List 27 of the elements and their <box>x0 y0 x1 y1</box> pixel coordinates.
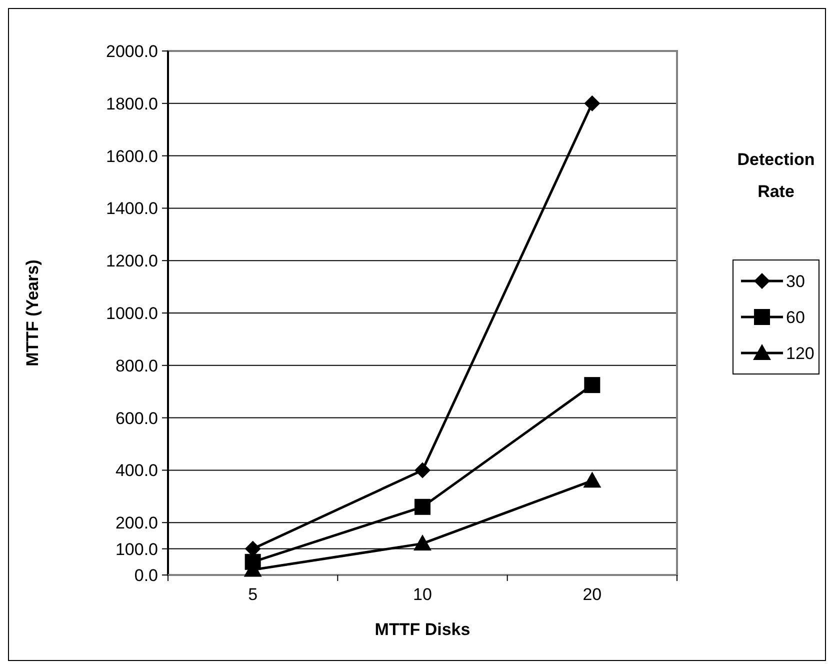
point <box>583 472 602 488</box>
x-tick-label: 10 <box>413 585 432 604</box>
y-tick-label: 200.0 <box>115 514 158 533</box>
x-tick-label: 20 <box>582 585 602 604</box>
y-tick-label: 600.0 <box>115 408 158 428</box>
x-tick-label: 5 <box>248 585 258 604</box>
y-tick-label: 800.0 <box>115 356 158 376</box>
y-tick-label: 0.0 <box>134 566 158 585</box>
legend-label: 60 <box>786 308 805 327</box>
point <box>414 498 430 515</box>
y-tick-label: 1000.0 <box>106 304 158 323</box>
y-tick-label: 1800.0 <box>106 94 158 114</box>
y-tick-label: 1400.0 <box>106 199 158 218</box>
point <box>584 95 600 112</box>
y-tick-label: 1200.0 <box>106 252 158 271</box>
legend-label: 120 <box>786 344 814 363</box>
legend-label: 30 <box>786 272 805 291</box>
point <box>414 534 432 551</box>
y-axis-title: MTTF (Years) <box>23 260 42 366</box>
point <box>584 377 600 394</box>
legend-title: Detection Rate <box>737 150 815 201</box>
x-axis-title: MTTF Disks <box>374 620 470 639</box>
y-tick-label: 100.0 <box>115 540 158 559</box>
y-tick-label: 400.0 <box>115 461 158 480</box>
point <box>414 462 430 478</box>
y-tick-label: 1600.0 <box>106 146 158 166</box>
y-tick-label: 2000.0 <box>106 42 158 61</box>
